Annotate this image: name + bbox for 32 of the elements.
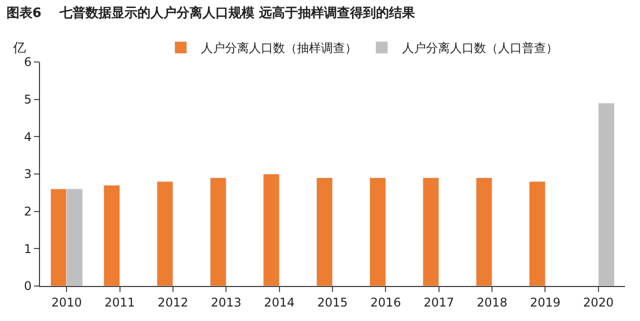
- x-tick-label: 2013: [210, 295, 242, 310]
- y-tick-label: 2: [24, 204, 32, 219]
- bar: [476, 177, 492, 286]
- x-tick-label: 2020: [583, 295, 614, 310]
- y-tick-label: 1: [24, 242, 32, 256]
- bar: [210, 177, 226, 286]
- bar: [598, 102, 615, 286]
- bar: [316, 177, 333, 286]
- x-tick-label: 2019: [530, 295, 561, 310]
- bar: [156, 181, 174, 286]
- bar: [529, 181, 546, 286]
- y-tick-label: 5: [24, 92, 32, 107]
- x-tick-label: 2016: [370, 295, 401, 310]
- x-tick-label: 2012: [158, 295, 188, 310]
- bar: [104, 184, 120, 286]
- x-tick-label: 2015: [317, 295, 348, 310]
- x-tick-label: 2014: [264, 295, 295, 310]
- chart-title: 图表6 七普数据显示的人户分离人口规模 远高于抽样调查得到的结果: [6, 5, 416, 22]
- x-tick-label: 2017: [424, 295, 454, 310]
- y-tick-label: 4: [24, 130, 32, 144]
- bar: [422, 177, 440, 286]
- y-tick-label: 3: [24, 167, 32, 182]
- x-tick-label: 2010: [51, 295, 82, 310]
- legend-label: 人户分离人口数（人口普查）: [402, 41, 558, 56]
- bar: [369, 177, 386, 286]
- bar: [263, 174, 280, 286]
- x-tick-label: 2018: [476, 295, 508, 310]
- legend-label: 人户分离人口数（抽样调查）: [200, 41, 357, 56]
- x-tick-label: 2011: [104, 295, 136, 310]
- y-axis-title: 亿: [12, 41, 26, 56]
- y-tick-label: 0: [24, 279, 32, 294]
- y-tick-label: 6: [24, 55, 32, 70]
